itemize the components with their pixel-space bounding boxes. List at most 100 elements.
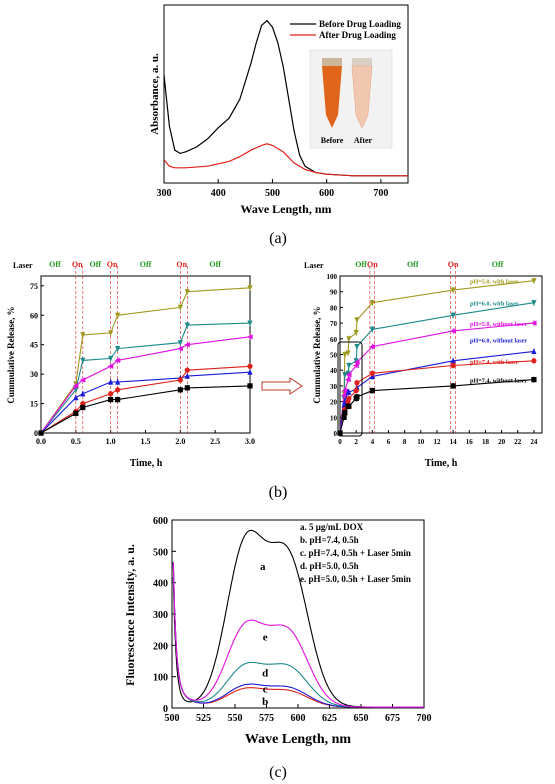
series-point bbox=[345, 350, 351, 357]
x-tick-label: 16 bbox=[466, 438, 474, 446]
series-line-1 bbox=[40, 322, 251, 434]
laser-state-on: On bbox=[448, 260, 459, 269]
series-point bbox=[353, 358, 359, 364]
x-tick-label: 14 bbox=[450, 438, 458, 446]
series-point bbox=[108, 378, 114, 385]
series-point bbox=[247, 320, 253, 327]
a-tick-label: 600 bbox=[319, 188, 334, 199]
series-label-5: pH=7.4, without laser bbox=[470, 378, 527, 385]
y-tick-label: 75 bbox=[30, 282, 38, 291]
laser-state-off: Off bbox=[209, 260, 221, 269]
series-point bbox=[449, 328, 456, 334]
x-tick-label: 1.0 bbox=[106, 437, 116, 446]
vials-photo: Before After bbox=[309, 49, 393, 149]
series-point bbox=[531, 278, 537, 284]
series-label-0: pH=5.0, with laser bbox=[470, 279, 519, 286]
series-point bbox=[247, 363, 253, 369]
series-point bbox=[353, 388, 359, 394]
series-label-4: pH=7.4, with laser bbox=[470, 359, 519, 366]
panel-c: 500 525 550 575 600 625 650 675 700 0 100 200 300 400… bbox=[123, 516, 432, 781]
series-point bbox=[114, 357, 121, 363]
panel-b-right: Laser 0 2 4 6 8 10 12 14 16 18 20 22 240102030405060… bbox=[269, 260, 543, 501]
series-point bbox=[354, 344, 360, 350]
series-point bbox=[80, 390, 86, 397]
series-point bbox=[369, 344, 375, 350]
series-line-5 bbox=[40, 385, 251, 434]
c-y-tick-label: 300 bbox=[153, 610, 168, 621]
laser-state-on: On bbox=[176, 260, 187, 269]
zoom-box bbox=[337, 341, 363, 437]
series-point bbox=[73, 387, 79, 394]
series-point bbox=[108, 330, 114, 337]
series-line-1 bbox=[339, 302, 534, 434]
x-tick-label: 1.5 bbox=[141, 437, 151, 446]
series-point bbox=[353, 329, 359, 336]
series-point bbox=[115, 346, 121, 352]
series-point bbox=[115, 312, 121, 319]
a-tick-label: 300 bbox=[157, 188, 172, 199]
series-line-0 bbox=[40, 287, 251, 434]
series-point bbox=[369, 300, 375, 306]
series-point bbox=[79, 377, 86, 383]
c-x-tick-label: 575 bbox=[259, 713, 274, 724]
b-left-ylabel: Cummulative Release, % bbox=[6, 306, 16, 403]
legend-before: Before Drug Loading bbox=[319, 19, 401, 29]
x-tick-label: 8 bbox=[403, 438, 407, 446]
x-tick-label: 0.0 bbox=[36, 437, 46, 446]
y-tick-label: 15 bbox=[30, 400, 38, 409]
series-point bbox=[353, 359, 360, 365]
series-point bbox=[337, 430, 343, 436]
series-point bbox=[177, 340, 183, 346]
series-point bbox=[247, 285, 253, 291]
series-point bbox=[80, 400, 86, 407]
series-point bbox=[450, 357, 456, 364]
series-point bbox=[369, 326, 375, 333]
series-point bbox=[184, 289, 190, 295]
x-tick-label: 2 bbox=[354, 438, 358, 446]
series-point bbox=[342, 351, 348, 358]
series-point bbox=[340, 392, 347, 398]
series-point bbox=[247, 368, 253, 375]
series-point bbox=[184, 322, 190, 329]
series-point bbox=[530, 320, 537, 326]
series-point bbox=[80, 357, 86, 364]
series-point bbox=[184, 342, 190, 348]
b-left-xlabel: Time, h bbox=[130, 458, 163, 469]
vial-before-label: Before bbox=[321, 136, 344, 145]
series-point bbox=[184, 367, 190, 373]
panel-c-ylabel: Fluorescence Intensity, a. u. bbox=[123, 544, 137, 686]
series-point bbox=[346, 403, 352, 409]
series-point bbox=[246, 334, 253, 340]
x-tick-label: 4 bbox=[371, 438, 375, 446]
c-curve-label-a: a bbox=[260, 561, 266, 573]
laser-state-off: Off bbox=[355, 260, 367, 269]
legend-after: After Drug Loading bbox=[319, 30, 396, 40]
series-point bbox=[341, 414, 347, 420]
x-tick-label: 20 bbox=[498, 438, 506, 446]
y-tick-label: 90 bbox=[330, 289, 338, 297]
series-point bbox=[354, 394, 360, 400]
c-x-tick-label: 700 bbox=[417, 713, 432, 724]
c-legend-item-4: e. pH=5.0, 0.5h + Laser 5min bbox=[300, 574, 411, 584]
b-right-laser-label: Laser bbox=[304, 261, 324, 270]
x-tick-label: 0 bbox=[338, 438, 342, 446]
laser-state-off: Off bbox=[90, 260, 102, 269]
y-tick-label: 60 bbox=[330, 336, 338, 344]
series-point bbox=[108, 397, 114, 403]
series-point bbox=[108, 391, 114, 397]
x-tick-label: 6 bbox=[387, 438, 391, 446]
c-x-tick-label: 625 bbox=[322, 713, 337, 724]
y-tick-label: 45 bbox=[30, 341, 38, 350]
panel-c-xlabel: Wave Length, nm bbox=[245, 732, 352, 747]
series-line-4 bbox=[339, 360, 534, 434]
laser-state-off: Off bbox=[492, 260, 504, 269]
y-tick-label: 50 bbox=[330, 352, 338, 360]
series-point bbox=[115, 387, 121, 393]
series-point bbox=[73, 410, 79, 416]
series-point bbox=[115, 397, 121, 403]
laser-state-on: On bbox=[367, 260, 378, 269]
b-right-ylabel: Cummulative Release, % bbox=[312, 306, 322, 403]
x-tick-label: 12 bbox=[433, 438, 441, 446]
c-y-tick-label: 400 bbox=[153, 579, 168, 590]
